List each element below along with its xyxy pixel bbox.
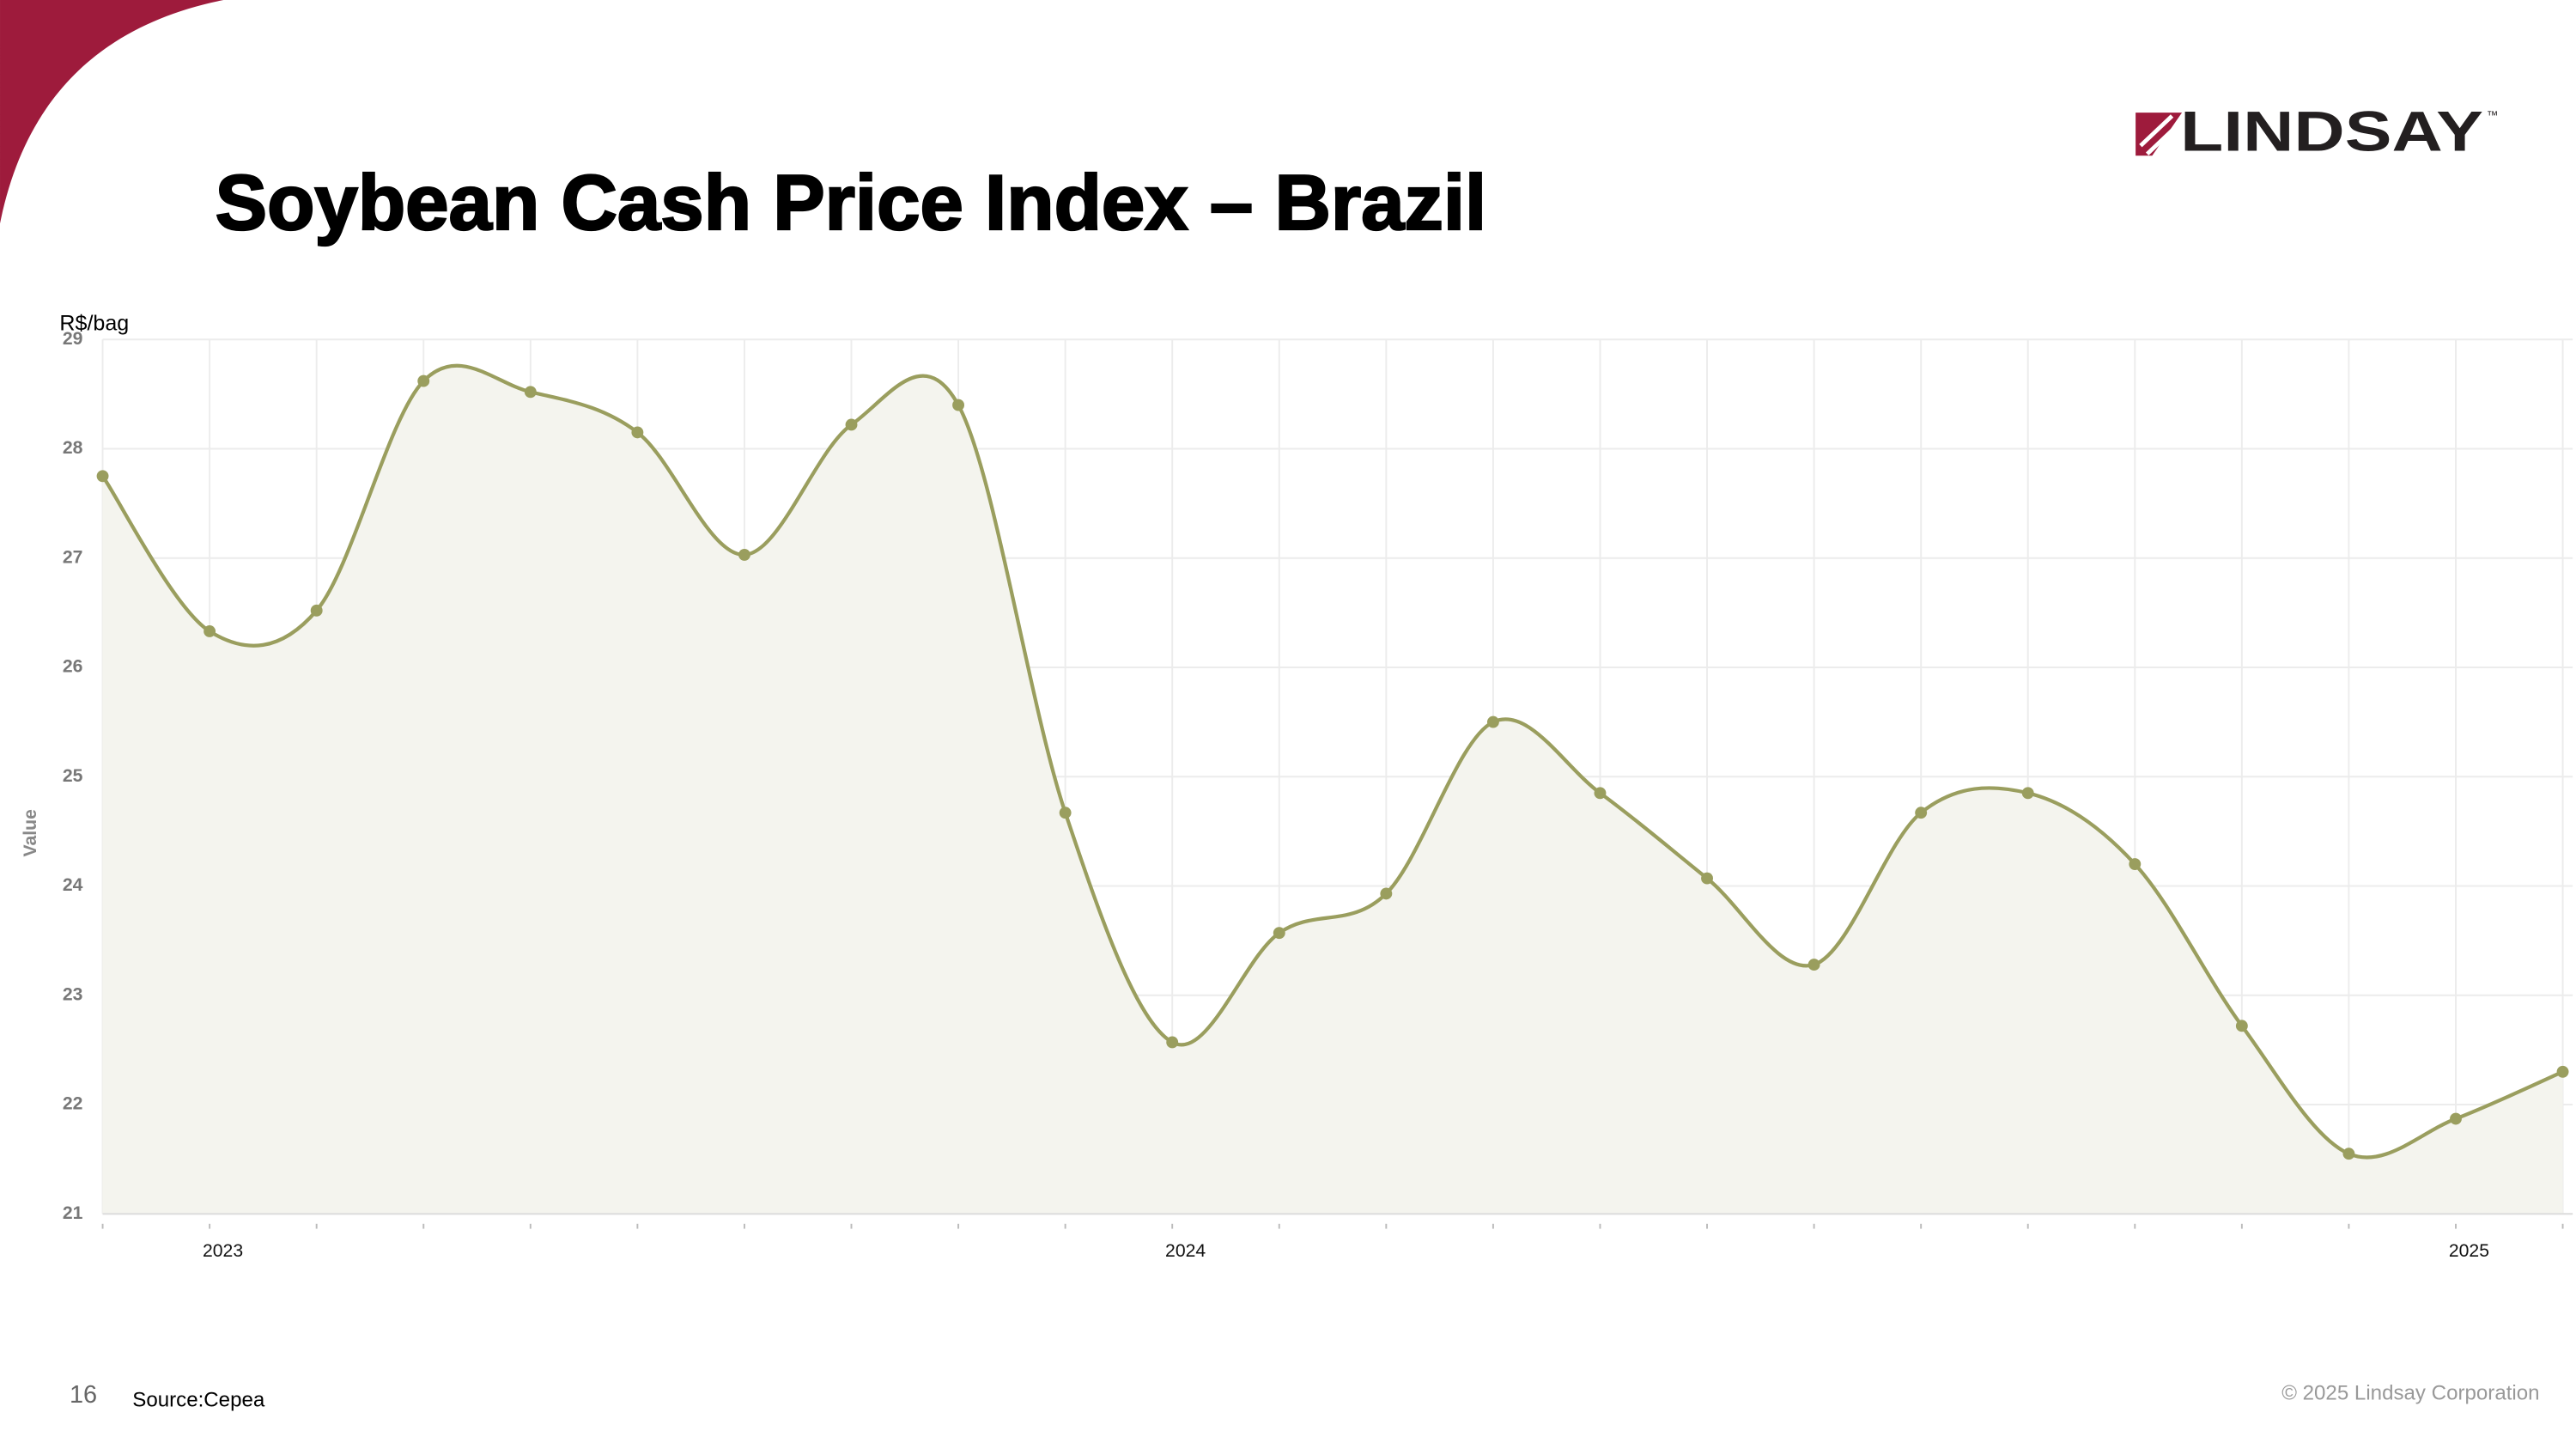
unit-label: R$/bag — [59, 312, 129, 336]
point — [1486, 715, 1499, 728]
point — [2129, 858, 2142, 870]
point — [1701, 872, 1713, 885]
point — [417, 374, 430, 387]
point — [1166, 1036, 1179, 1049]
area — [102, 365, 2563, 1215]
point — [1915, 807, 1928, 819]
x-tick-label: 2023 — [203, 1241, 243, 1261]
trademark: ™ — [2487, 109, 2498, 122]
x-tick-label: 2024 — [1165, 1241, 1206, 1261]
point — [1273, 927, 1285, 940]
point — [310, 604, 323, 617]
y-tick-label: 22 — [63, 1094, 83, 1114]
point — [2556, 1065, 2569, 1078]
plot: 21 22 23 24 25 26 27 28 29 2023 2024 2025 — [63, 329, 2573, 1261]
point — [2450, 1112, 2462, 1125]
point — [2235, 1020, 2248, 1032]
point — [204, 625, 216, 637]
source: Source:Cepea — [132, 1388, 265, 1411]
point — [952, 399, 965, 411]
y-tick-label: 29 — [63, 329, 83, 349]
y-tick-label: 26 — [63, 657, 83, 677]
point — [1059, 807, 1072, 819]
x-tick-label: 2025 — [2449, 1241, 2489, 1261]
y-tick-label: 28 — [63, 438, 83, 458]
logo-stripe — [2139, 114, 2174, 148]
point — [96, 470, 109, 483]
logo-stripe — [2145, 122, 2180, 156]
point — [1594, 787, 1607, 800]
point — [738, 548, 750, 561]
y-tick-label: 23 — [63, 984, 83, 1004]
logo-text: LINDSAY — [2180, 100, 2483, 162]
chart-title: Soybean Cash Price Index – Brazil — [216, 160, 1487, 247]
point — [845, 418, 858, 431]
y-tick-label: 24 — [63, 875, 83, 895]
point — [2342, 1148, 2355, 1160]
logo-mark — [2136, 113, 2183, 156]
point — [1380, 887, 1393, 900]
point — [1807, 959, 1820, 971]
corner-accent — [0, 0, 224, 224]
y-tick-label: 21 — [63, 1203, 83, 1223]
copyright: © 2025 Lindsay Corporation — [2281, 1382, 2539, 1405]
page-number: 16 — [70, 1381, 97, 1409]
point — [631, 426, 644, 439]
y-tick-label: 27 — [63, 547, 83, 567]
logo: LINDSAY ™ — [2136, 100, 2498, 162]
y-tick-label: 25 — [63, 766, 83, 786]
point — [524, 386, 537, 399]
point — [2021, 787, 2034, 800]
y-axis-title: Value — [21, 809, 40, 857]
